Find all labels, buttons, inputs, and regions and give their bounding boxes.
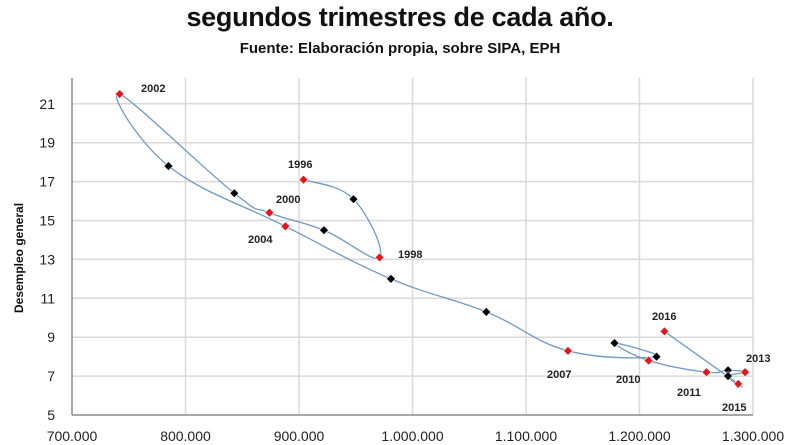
gridlines — [72, 78, 754, 415]
year-label: 2011 — [677, 387, 701, 399]
x-tick-label: 1.100.000 — [495, 428, 557, 444]
diamond-marker-red — [733, 378, 744, 389]
y-tick-label: 5 — [47, 407, 55, 423]
y-tick-label: 21 — [39, 96, 55, 112]
x-tick-label: 800.000 — [160, 428, 211, 444]
point-labels: 1996 1998 2000 2002 2004 2007 2010 2011 2013 2015… — [141, 83, 770, 414]
y-axis-label: Desempleo general — [12, 203, 26, 313]
year-label: 2000 — [276, 194, 300, 206]
diamond-marker-black — [651, 351, 662, 362]
diamond-marker-black — [723, 371, 733, 382]
x-axis-ticks: 700.000 800.000 900.000 1.000.000 1.100.000 1… — [47, 428, 785, 444]
diamond-marker-red — [374, 252, 385, 263]
diamond-marker-black — [229, 188, 240, 199]
diamond-marker-black — [386, 273, 396, 284]
diamond-marker-red — [280, 221, 291, 232]
diamond-marker-red — [563, 345, 573, 356]
diamond-marker-black — [348, 194, 359, 205]
diamond-marker-red — [114, 89, 125, 99]
year-label: 2015 — [722, 402, 746, 414]
diamond-marker-black — [609, 338, 620, 348]
y-tick-label: 7 — [47, 368, 55, 384]
year-label: 1998 — [398, 249, 422, 261]
x-tick-label: 900.000 — [274, 428, 325, 444]
x-tick-label: 1.200.000 — [608, 428, 670, 444]
diamond-marker-red — [298, 174, 309, 185]
x-tick-label: 1.000.000 — [381, 428, 443, 444]
year-label: 2016 — [652, 311, 676, 323]
diamond-marker-red — [264, 207, 275, 218]
series-line — [115, 93, 746, 388]
y-tick-label: 15 — [39, 213, 55, 229]
y-axis-ticks: 5 7 9 11 13 15 17 19 21 — [39, 96, 55, 423]
x-tick-label: 700.000 — [47, 428, 98, 444]
diamond-marker-red — [740, 367, 750, 378]
y-tick-label: 11 — [40, 290, 55, 306]
year-label: 2007 — [547, 369, 571, 381]
y-tick-label: 13 — [39, 251, 55, 267]
diamond-marker-red — [701, 367, 712, 378]
chart-title: segundos trimestres de cada año. — [186, 2, 614, 32]
year-label: 1996 — [288, 159, 312, 171]
year-label: 2013 — [746, 353, 770, 365]
x-tick-label: 1.300.000 — [722, 428, 784, 444]
y-tick-label: 19 — [39, 135, 55, 151]
diamond-marker-black — [481, 306, 492, 317]
data-markers — [114, 89, 750, 389]
chart-subtitle: Fuente: Elaboración propia, sobre SIPA, … — [239, 40, 561, 57]
y-tick-label: 17 — [39, 174, 55, 190]
diamond-marker-black — [163, 161, 174, 171]
year-label: 2004 — [248, 234, 273, 246]
y-tick-label: 9 — [47, 329, 55, 345]
diamond-marker-black — [319, 225, 329, 236]
year-label: 2010 — [616, 374, 640, 386]
diamond-marker-red — [643, 355, 654, 366]
diamond-marker-red — [659, 326, 670, 337]
year-label: 2002 — [141, 83, 165, 95]
axes — [71, 78, 753, 416]
